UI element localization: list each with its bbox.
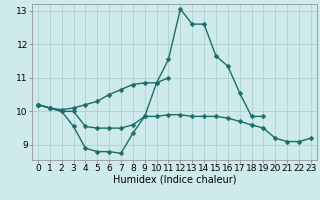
X-axis label: Humidex (Indice chaleur): Humidex (Indice chaleur): [113, 175, 236, 185]
